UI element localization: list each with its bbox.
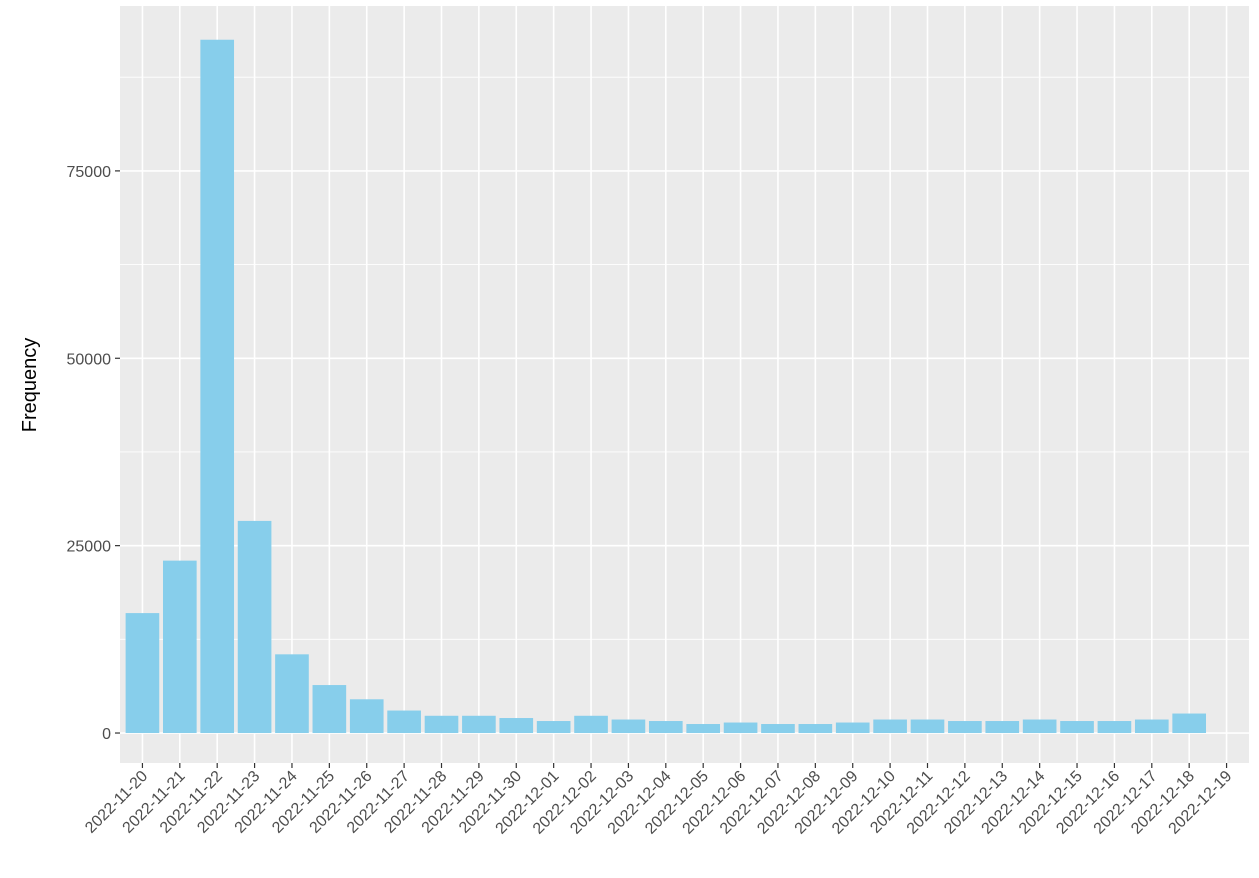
bar-2022-12-11 [910, 719, 945, 734]
bar-2022-12-04 [648, 721, 683, 734]
bar-2022-11-20 [125, 613, 160, 734]
bar-2022-11-27 [387, 710, 421, 734]
y-tick-label: 0 [102, 726, 111, 743]
y-axis: 0 25000 50000 75000 [67, 164, 120, 743]
bar-2022-12-05 [686, 724, 721, 734]
y-axis-title: Frequency [19, 338, 41, 433]
bars [125, 39, 1207, 734]
bar-2022-11-24 [275, 654, 309, 734]
bar-2022-12-02 [574, 715, 608, 734]
bar-2022-12-03 [611, 719, 646, 734]
bar-2022-12-10 [873, 719, 907, 734]
bar-2022-12-15 [1060, 721, 1094, 734]
bar-2022-12-07 [761, 724, 795, 734]
bar-2022-11-29 [462, 715, 496, 734]
bar-2022-12-01 [536, 721, 571, 734]
bar-2022-12-08 [798, 724, 833, 734]
bar-2022-11-26 [349, 699, 384, 734]
minor-gridlines [120, 76, 1249, 640]
bar-2022-11-30 [499, 718, 534, 734]
bar-2022-12-18 [1172, 713, 1207, 734]
bar-2022-12-09 [835, 722, 870, 734]
y-tick-label: 25000 [67, 539, 112, 556]
y-tick-label: 50000 [67, 351, 112, 368]
plot-panel [120, 6, 1249, 763]
bar-2022-11-21 [162, 560, 197, 734]
major-gridlines [120, 6, 1249, 763]
bar-2022-12-13 [985, 721, 1020, 734]
bar-2022-11-25 [312, 685, 347, 734]
bar-2022-12-17 [1134, 719, 1169, 734]
bar-2022-12-06 [723, 722, 758, 734]
bar-2022-12-14 [1022, 719, 1057, 734]
bar-2022-11-28 [424, 715, 459, 734]
x-axis: 2022-11-202022-11-212022-11-222022-11-23… [82, 763, 1235, 838]
bar-2022-11-23 [237, 520, 272, 734]
bar-2022-11-22 [200, 39, 235, 734]
y-tick-label: 75000 [67, 164, 112, 181]
bar-2022-12-16 [1097, 721, 1132, 734]
bar-2022-12-12 [948, 721, 982, 734]
